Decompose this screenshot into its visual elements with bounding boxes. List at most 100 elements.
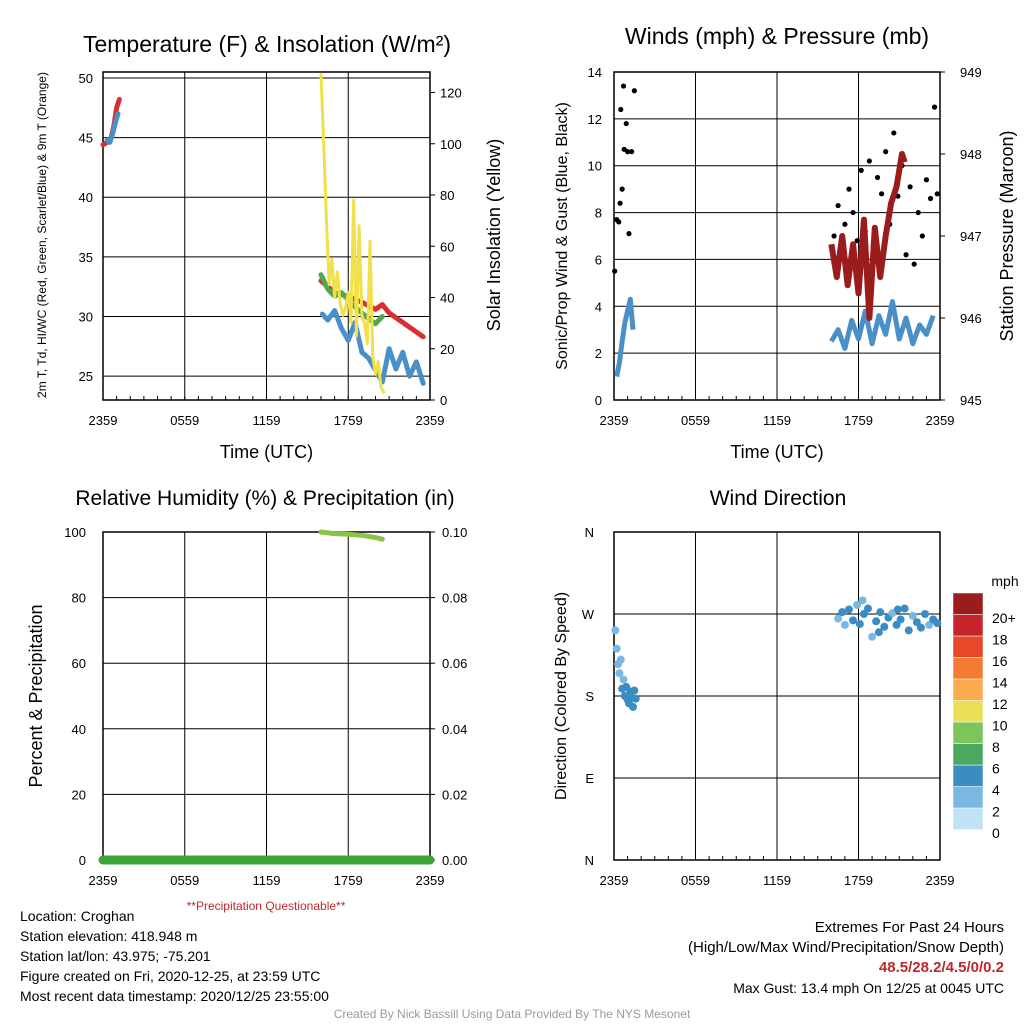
y2-tick-label: 60 xyxy=(440,239,454,254)
wind-line xyxy=(614,296,636,378)
direction-point xyxy=(858,596,867,605)
y-tick-label: 60 xyxy=(72,656,86,671)
direction-point xyxy=(611,626,620,635)
extremes-heading: Extremes For Past 24 Hours xyxy=(814,919,1004,936)
colorbar-swatch xyxy=(952,592,984,615)
colorbar-label: 14 xyxy=(992,674,1008,690)
gust-point xyxy=(619,186,625,192)
y-tick-label: 12 xyxy=(588,112,602,127)
gust-point xyxy=(617,200,623,206)
y2-axis-label: Station Pressure (Maroon) xyxy=(997,130,1017,341)
y2-tick-label: 0.00 xyxy=(442,853,467,868)
y-tick-label: 50 xyxy=(79,71,93,86)
direction-point xyxy=(868,632,877,641)
y-tick-label: 6 xyxy=(595,252,602,267)
direction-point xyxy=(908,611,917,620)
y-tick-label: E xyxy=(585,771,594,786)
x-tick-label: 0559 xyxy=(681,873,710,888)
direction-point xyxy=(615,669,624,678)
y-tick-label: 35 xyxy=(79,250,93,265)
y-axis-label: Sonic/Prop Wind & Gust (Blue, Black) xyxy=(554,102,571,370)
y2-tick-label: 945 xyxy=(960,393,982,408)
colorbar-swatch xyxy=(952,678,984,701)
x-tick-label: 0559 xyxy=(681,413,710,428)
y2-tick-label: 949 xyxy=(960,65,982,80)
gust-point xyxy=(907,184,913,190)
station-elevation: Station elevation: 418.948 m xyxy=(20,928,198,944)
y2-tick-label: 120 xyxy=(440,86,462,101)
y2-tick-label: 100 xyxy=(440,137,462,152)
y-tick-label: 10 xyxy=(588,159,602,174)
colorbar-label: 8 xyxy=(992,739,1000,755)
x-tick-label: 1759 xyxy=(844,413,873,428)
x-tick-label: 1759 xyxy=(844,873,873,888)
gust-point xyxy=(915,209,921,216)
gust-point xyxy=(631,88,637,94)
x-tick-label: 1759 xyxy=(334,413,363,428)
y2-tick-label: 20 xyxy=(440,342,454,357)
y2-tick-label: 0.02 xyxy=(442,787,467,802)
recent-timestamp: Most recent data timestamp: 2020/12/25 2… xyxy=(20,988,329,1004)
direction-point xyxy=(925,620,934,629)
gust-point xyxy=(866,158,872,164)
direction-point xyxy=(859,610,868,618)
y2-tick-label: 0.04 xyxy=(442,722,467,737)
gust-point xyxy=(878,191,885,197)
chart-title: Relative Humidity (%) & Precipitation (i… xyxy=(75,487,454,510)
y2-tick-label: 40 xyxy=(440,291,454,306)
x-tick-label: 2359 xyxy=(600,873,629,888)
gust-point xyxy=(858,167,864,173)
colorbar-swatch xyxy=(952,721,984,744)
direction-point xyxy=(844,605,853,614)
gust-point xyxy=(850,209,856,216)
pressure-line xyxy=(828,151,908,321)
station-location: Location: Croghan xyxy=(20,908,135,924)
direction-point xyxy=(840,620,849,629)
direction-point xyxy=(849,616,858,625)
y-tick-label: 25 xyxy=(79,369,93,384)
direction-point xyxy=(912,618,921,627)
y-tick-label: 14 xyxy=(588,65,602,80)
direction-point xyxy=(921,610,930,618)
y2-tick-label: 0.08 xyxy=(442,591,467,606)
y-axis-label: Direction (Colored By Speed) xyxy=(553,592,570,800)
direction-point xyxy=(916,623,925,632)
x-axis-label: Time (UTC) xyxy=(730,442,823,462)
y2-tick-label: 947 xyxy=(960,229,982,244)
series-line xyxy=(319,308,426,386)
direction-point xyxy=(631,694,640,703)
gust-point xyxy=(612,268,618,274)
colorbar-label: 4 xyxy=(992,782,1000,798)
plot-frame xyxy=(102,71,431,401)
x-axis-label: Time (UTC) xyxy=(220,442,313,462)
colorbar-label: 0 xyxy=(992,825,1000,841)
colorbar-label: 10 xyxy=(992,717,1008,733)
direction-point xyxy=(612,644,621,653)
y-tick-label: 20 xyxy=(72,787,86,802)
direction-point xyxy=(853,600,862,609)
direction-point xyxy=(876,608,885,617)
direction-point xyxy=(834,614,843,623)
series-line xyxy=(318,529,385,542)
colorbar-label: 16 xyxy=(992,653,1008,669)
y-tick-label: S xyxy=(585,689,594,704)
y2-tick-label: 0.10 xyxy=(442,525,467,540)
x-tick-label: 1759 xyxy=(334,873,363,888)
gust-point xyxy=(624,149,631,155)
y-tick-label: 2 xyxy=(595,346,602,361)
figure-created: Figure created on Fri, 2020-12-25, at 23… xyxy=(20,968,321,984)
gust-point xyxy=(626,231,632,237)
x-tick-label: 2359 xyxy=(89,873,118,888)
x-tick-label: 1159 xyxy=(253,873,281,888)
direction-point xyxy=(630,686,639,695)
gust-point xyxy=(629,149,635,155)
gust-point xyxy=(846,186,852,192)
extremes-subheading: (High/Low/Max Wind/Precipitation/Snow De… xyxy=(688,939,1004,956)
y-tick-label: 4 xyxy=(595,299,602,314)
colorbar-swatch xyxy=(952,764,984,787)
direction-point xyxy=(855,620,864,629)
chart-title: Temperature (F) & Insolation (W/m²) xyxy=(83,31,451,57)
gust-point xyxy=(931,104,938,110)
y2-tick-label: 948 xyxy=(960,147,982,162)
direction-point xyxy=(619,675,628,684)
